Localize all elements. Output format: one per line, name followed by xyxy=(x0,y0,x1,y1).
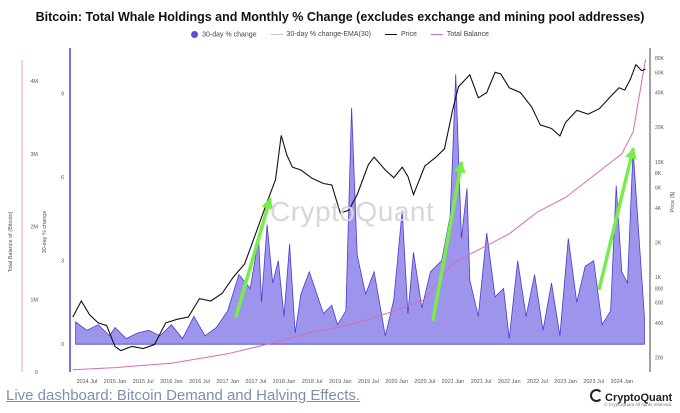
y-balance-tick-label: 2M xyxy=(30,225,38,231)
x-tick-label: 2017 Jul xyxy=(245,379,266,385)
x-tick-label: 2017 Jan xyxy=(216,379,239,385)
legend-item-balance[interactable]: Total Balance xyxy=(430,31,489,39)
copyright-text: © CryptoQuant All rights reserved. xyxy=(604,402,673,407)
y-change-tick-label: 6 xyxy=(61,175,64,181)
legend-label-ema: 30-day % change-EMA(30) xyxy=(286,31,371,39)
legend-label-change: 30-day % change xyxy=(202,31,257,39)
y-price-tick-label: 80K xyxy=(655,56,665,62)
watermark: CryptoQuant xyxy=(270,196,435,227)
x-tick-label: 2023 Jul xyxy=(583,379,604,385)
y-change-tick-label: 0 xyxy=(61,342,64,348)
y-balance-tick-label: 0 xyxy=(35,370,38,376)
y-price-tick-label: 40K xyxy=(655,91,665,97)
legend-label-balance: Total Balance xyxy=(446,31,489,39)
x-tick-label: 2022 Jul xyxy=(527,379,548,385)
x-tick-label: 2018 Jan xyxy=(273,379,296,385)
y-change-tick-label: 9 xyxy=(61,92,64,98)
series-balance-line xyxy=(72,59,646,371)
y-price-tick-label: 400 xyxy=(655,321,664,327)
brand-logo: CryptoQuant xyxy=(590,389,672,404)
y-price-tick-label: 800 xyxy=(655,286,664,292)
y-balance-axis-label: Total Balance of (Bitcoin) xyxy=(8,211,14,272)
x-tick-label: 2014 Jul xyxy=(77,379,98,385)
x-tick-label: 2015 Jul xyxy=(133,379,154,385)
y-balance-tick-label: 3M xyxy=(30,152,38,158)
x-tick-label: 2019 Jan xyxy=(329,379,352,385)
series-price-line xyxy=(72,63,646,352)
x-tick-label: 2016 Jul xyxy=(189,379,210,385)
x-tick-label: 2018 Jul xyxy=(302,379,323,385)
y-price-tick-label: 20K xyxy=(655,125,665,131)
x-tick-label: 2020 Jul xyxy=(414,379,435,385)
series-change-area xyxy=(75,74,645,345)
chart-title: Bitcoin: Total Whale Holdings and Monthl… xyxy=(35,10,645,24)
y-price-tick-label: 6K xyxy=(655,185,662,191)
y-price-tick-label: 8K xyxy=(655,171,662,177)
x-tick-label: 2016 Jan xyxy=(160,379,183,385)
brand-icon xyxy=(590,389,603,402)
x-tick-label: 2022 Jan xyxy=(498,379,521,385)
trend-arrow-3 xyxy=(597,147,635,291)
trend-arrow-2 xyxy=(431,161,464,321)
y-price-tick-label: 1K xyxy=(655,275,662,281)
legend-item-price[interactable]: Price xyxy=(384,31,417,39)
trend-arrowhead-2 xyxy=(453,161,466,174)
y-balance-tick-label: 1M xyxy=(30,297,38,303)
legend-label-price: Price xyxy=(400,31,417,39)
x-tick-label: 2015 Jan xyxy=(104,379,127,385)
y-price-tick-label: 200 xyxy=(655,356,664,362)
x-tick-label: 2019 Jul xyxy=(358,379,379,385)
y-price-tick-label: 60K xyxy=(655,70,665,76)
x-tick-label: 2024 Jan xyxy=(610,379,633,385)
legend-swatch-balance xyxy=(430,33,443,35)
legend-swatch-ema xyxy=(270,33,283,35)
trend-arrowhead-1 xyxy=(261,197,274,210)
y-price-tick-label: 600 xyxy=(655,301,664,307)
trend-arrow-1 xyxy=(234,197,272,319)
y-change-axis-label: 30-day % change xyxy=(42,211,48,254)
legend-item-ema[interactable]: 30-day % change-EMA(30) xyxy=(270,31,371,39)
y-price-axis-label: Price ($) xyxy=(670,191,676,212)
legend-swatch-price xyxy=(384,33,397,35)
trend-arrowhead-3 xyxy=(625,147,637,160)
y-price-tick-label: 2K xyxy=(655,240,662,246)
x-tick-label: 2023 Jan xyxy=(554,379,577,385)
y-price-tick-label: 10K xyxy=(655,160,665,166)
x-tick-label: 2021 Jan xyxy=(442,379,465,385)
y-change-tick-label: 3 xyxy=(61,259,64,265)
legend-swatch-change xyxy=(191,31,199,38)
x-tick-label: 2021 Jul xyxy=(471,379,492,385)
x-tick-label: 2020 Jan xyxy=(385,379,408,385)
y-balance-tick-label: 4M xyxy=(30,79,38,85)
chart-legend: 30-day % change 30-day % change-EMA(30) … xyxy=(0,31,680,39)
y-price-tick-label: 4K xyxy=(655,206,662,212)
dashboard-link[interactable]: Live dashboard: Bitcoin Demand and Halvi… xyxy=(6,387,361,404)
brand-name: CryptoQuant xyxy=(605,392,673,404)
legend-item-change[interactable]: 30-day % change xyxy=(191,31,257,39)
